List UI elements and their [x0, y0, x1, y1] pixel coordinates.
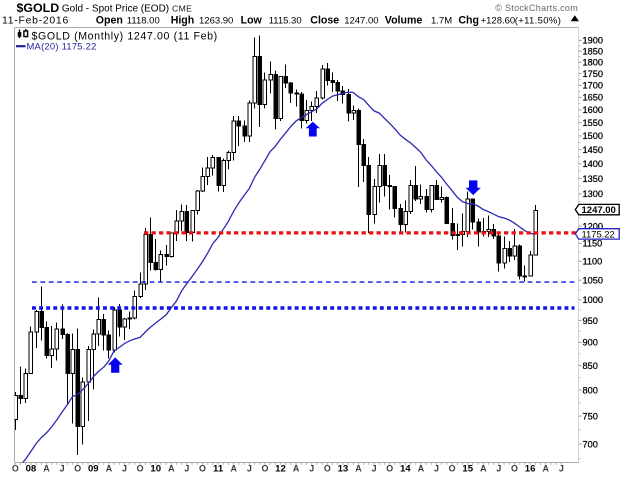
svg-text:10: 10: [150, 464, 161, 475]
svg-text:1350: 1350: [583, 174, 603, 184]
svg-text:1175.22: 1175.22: [582, 228, 615, 239]
svg-text:09: 09: [88, 464, 99, 475]
svg-text:1.7M: 1.7M: [431, 16, 452, 27]
svg-text:J: J: [496, 464, 501, 474]
svg-text:O: O: [261, 464, 268, 474]
svg-text:700: 700: [583, 439, 598, 449]
svg-text:Close: Close: [310, 15, 339, 27]
svg-text:750: 750: [583, 411, 598, 421]
svg-text:A: A: [43, 464, 50, 474]
svg-text:J: J: [309, 464, 314, 474]
svg-text:11-Feb-2016: 11-Feb-2016: [2, 16, 69, 27]
svg-text:15: 15: [462, 464, 473, 475]
svg-text:1118.00: 1118.00: [127, 16, 160, 27]
svg-text:J: J: [122, 464, 127, 474]
svg-text:1300: 1300: [583, 189, 603, 199]
svg-text:11: 11: [213, 464, 224, 475]
svg-text:1247.00: 1247.00: [344, 16, 378, 27]
svg-text:900: 900: [583, 338, 598, 348]
svg-text:O: O: [386, 464, 393, 474]
svg-text:© StockCharts.com: © StockCharts.com: [495, 3, 578, 13]
svg-text:J: J: [60, 464, 65, 474]
svg-text:A: A: [293, 464, 300, 474]
svg-text:Low: Low: [241, 15, 263, 27]
svg-text:1500: 1500: [583, 131, 603, 141]
svg-text:Chg: Chg: [458, 15, 479, 27]
svg-text:1800: 1800: [583, 58, 603, 68]
svg-text:1550: 1550: [583, 118, 603, 128]
svg-text:1050: 1050: [583, 275, 603, 285]
svg-text:$GOLD: $GOLD: [17, 1, 60, 15]
svg-text:1900: 1900: [583, 36, 603, 46]
svg-text:(+11.50%): (+11.50%): [515, 16, 562, 27]
svg-text:1650: 1650: [583, 93, 603, 103]
svg-text:J: J: [559, 464, 564, 474]
svg-text:+128.60: +128.60: [481, 16, 516, 27]
svg-text:J: J: [247, 464, 252, 474]
svg-text:O: O: [137, 464, 144, 474]
svg-text:Gold - Spot Price (EOD): Gold - Spot Price (EOD): [62, 4, 169, 15]
svg-text:A: A: [542, 464, 549, 474]
svg-text:800: 800: [583, 385, 598, 395]
svg-text:13: 13: [338, 464, 349, 475]
svg-text:A: A: [106, 464, 113, 474]
svg-text:O: O: [511, 464, 518, 474]
svg-text:Open: Open: [96, 15, 123, 27]
svg-text:950: 950: [583, 316, 598, 326]
svg-text:CME: CME: [172, 4, 192, 14]
svg-text:J: J: [184, 464, 189, 474]
svg-text:850: 850: [583, 361, 598, 371]
svg-text:1100: 1100: [583, 257, 603, 267]
svg-text:A: A: [168, 464, 175, 474]
svg-text:14: 14: [400, 464, 411, 475]
svg-text:$GOLD (Monthly) 1247.00 (11 Fe: $GOLD (Monthly) 1247.00 (11 Feb): [32, 30, 218, 42]
svg-text:O: O: [12, 464, 19, 474]
svg-text:1000: 1000: [583, 295, 603, 305]
svg-text:1263.90: 1263.90: [199, 16, 233, 27]
svg-text:1400: 1400: [583, 159, 603, 169]
svg-text:O: O: [449, 464, 456, 474]
svg-text:12: 12: [275, 464, 286, 475]
svg-text:O: O: [199, 464, 206, 474]
svg-text:A: A: [418, 464, 425, 474]
svg-text:08: 08: [26, 464, 37, 475]
svg-text:A: A: [355, 464, 362, 474]
svg-text:J: J: [372, 464, 377, 474]
svg-text:A: A: [230, 464, 237, 474]
svg-text:A: A: [480, 464, 487, 474]
svg-text:1150: 1150: [583, 239, 603, 249]
svg-text:1450: 1450: [583, 145, 603, 155]
svg-text:High: High: [171, 15, 195, 27]
svg-text:1247.00: 1247.00: [582, 205, 616, 216]
svg-text:1600: 1600: [583, 105, 603, 115]
svg-text:1200: 1200: [583, 221, 603, 231]
svg-text:Volume: Volume: [385, 15, 423, 27]
svg-text:16: 16: [525, 464, 536, 475]
svg-text:MA(20) 1175.22: MA(20) 1175.22: [27, 41, 97, 52]
svg-text:1750: 1750: [583, 69, 603, 79]
svg-text:1700: 1700: [583, 81, 603, 91]
svg-text:1115.30: 1115.30: [269, 16, 302, 27]
svg-text:1850: 1850: [583, 47, 603, 57]
svg-text:J: J: [434, 464, 439, 474]
svg-text:O: O: [324, 464, 331, 474]
svg-text:O: O: [74, 464, 81, 474]
